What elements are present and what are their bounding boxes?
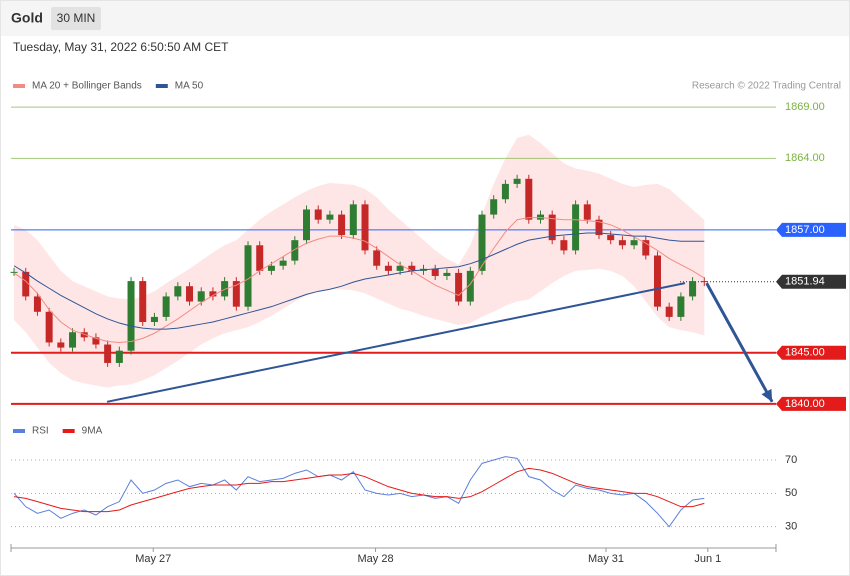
y-tick-label: 30 bbox=[785, 521, 797, 533]
candle bbox=[186, 286, 194, 302]
candle bbox=[501, 183, 509, 200]
level-tag bbox=[776, 274, 846, 289]
legend-swatch bbox=[13, 429, 25, 433]
x-tick-label: May 31 bbox=[588, 553, 624, 565]
level-label: 1864.00 bbox=[785, 152, 825, 164]
candle bbox=[174, 286, 182, 297]
candle bbox=[22, 271, 30, 297]
y-tick-label: 70 bbox=[785, 454, 797, 466]
candle bbox=[478, 214, 486, 271]
candle bbox=[653, 255, 661, 307]
trendline bbox=[106, 282, 686, 403]
level-tag bbox=[776, 396, 846, 411]
candle bbox=[490, 199, 498, 215]
candle bbox=[513, 178, 521, 184]
credit: Research © 2022 Trading Central bbox=[692, 81, 841, 92]
candle bbox=[57, 342, 65, 348]
legend-swatch bbox=[62, 429, 75, 433]
interval-button[interactable] bbox=[51, 7, 101, 30]
forecast-arrow bbox=[705, 282, 774, 403]
candle bbox=[384, 265, 392, 271]
x-tick-label: May 28 bbox=[358, 553, 394, 565]
legend-label: MA 50 bbox=[175, 81, 204, 92]
candle bbox=[630, 240, 638, 246]
level-tag bbox=[776, 345, 846, 360]
candle bbox=[349, 204, 357, 236]
level-label: 1869.00 bbox=[785, 101, 825, 113]
candle bbox=[689, 281, 697, 297]
candle bbox=[104, 344, 112, 363]
candle bbox=[244, 245, 252, 307]
interval-label[interactable]: 30 MIN bbox=[57, 11, 96, 25]
arrow-head bbox=[761, 388, 773, 402]
candle bbox=[232, 281, 240, 307]
legend-swatch bbox=[13, 84, 25, 88]
candle bbox=[209, 291, 217, 297]
candle bbox=[560, 240, 568, 251]
legend-label: 9MA bbox=[82, 426, 103, 437]
candle bbox=[548, 214, 556, 241]
candle bbox=[279, 260, 287, 266]
candle bbox=[466, 270, 474, 302]
candle bbox=[595, 219, 603, 236]
candle bbox=[267, 265, 275, 271]
level-label: 1857.00 bbox=[785, 224, 825, 236]
candle bbox=[33, 296, 41, 312]
legend-swatch bbox=[155, 84, 168, 88]
candle bbox=[408, 265, 416, 271]
candle bbox=[607, 235, 615, 241]
candle bbox=[139, 281, 147, 323]
y-tick-label: 50 bbox=[785, 487, 797, 499]
candle bbox=[443, 272, 451, 276]
candle bbox=[150, 316, 158, 323]
candle bbox=[326, 214, 334, 220]
candle bbox=[291, 240, 299, 261]
candle bbox=[10, 271, 18, 273]
rsi-line bbox=[13, 467, 705, 513]
candle bbox=[583, 204, 591, 220]
candle bbox=[69, 332, 77, 348]
candle bbox=[197, 291, 205, 302]
candle bbox=[127, 281, 135, 351]
candle bbox=[618, 240, 626, 246]
x-tick-label: May 27 bbox=[135, 553, 171, 565]
candle bbox=[525, 178, 533, 220]
candle bbox=[361, 204, 369, 251]
x-tick-label: Jun 1 bbox=[694, 553, 721, 565]
candle bbox=[338, 214, 346, 236]
candle bbox=[536, 214, 544, 220]
ma-line bbox=[13, 217, 705, 343]
candle bbox=[256, 245, 264, 271]
candle bbox=[665, 306, 673, 317]
level-label: 1840.00 bbox=[785, 398, 825, 410]
ma-line bbox=[13, 232, 705, 330]
legend-label: RSI bbox=[32, 426, 49, 437]
rsi-line bbox=[13, 456, 705, 528]
candle bbox=[431, 268, 439, 276]
candle bbox=[677, 296, 685, 317]
candle bbox=[115, 350, 123, 363]
candle bbox=[642, 240, 650, 256]
level-label: 1851.94 bbox=[785, 276, 825, 288]
candle bbox=[303, 209, 311, 241]
candle bbox=[572, 204, 580, 251]
level-label: 1845.00 bbox=[785, 347, 825, 359]
header-bar bbox=[0, 0, 850, 36]
candle bbox=[373, 250, 381, 266]
legend-label: MA 20 + Bollinger Bands bbox=[32, 81, 142, 92]
candle bbox=[92, 337, 100, 345]
candle bbox=[396, 265, 404, 271]
candle bbox=[455, 272, 463, 302]
candle bbox=[162, 296, 170, 317]
instrument-title: Gold bbox=[11, 10, 43, 26]
candle bbox=[700, 281, 708, 283]
candle bbox=[45, 311, 53, 343]
timestamp: Tuesday, May 31, 2022 6:50:50 AM CET bbox=[13, 40, 229, 54]
candle bbox=[314, 209, 322, 220]
level-tag bbox=[776, 222, 846, 237]
